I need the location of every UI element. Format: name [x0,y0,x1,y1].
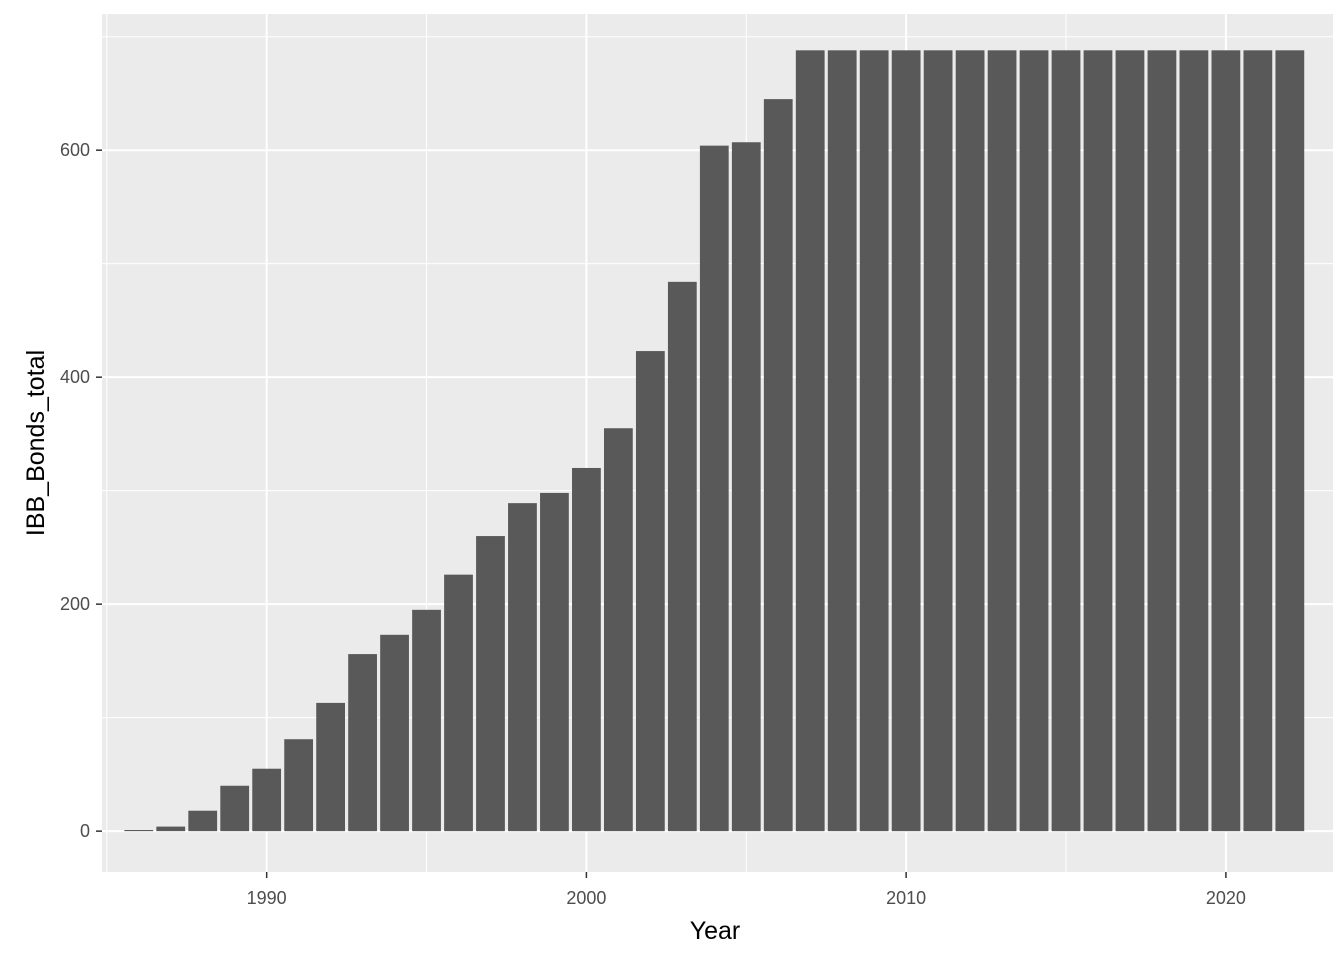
bar-1994 [380,634,409,832]
bar-2001 [603,428,633,832]
x-axis-title: Year [690,917,741,945]
bar-1998 [508,503,537,832]
bar-2005 [731,142,761,832]
bar-2000 [572,467,601,832]
bar-2017 [1115,50,1145,832]
bar-2016 [1083,50,1113,832]
x-tick-label: 2010 [886,888,926,908]
y-axis-title: IBB_Bonds_total [22,350,50,536]
x-tick-label: 2000 [566,888,606,908]
x-axis: 1990 2000 2010 2020 [247,872,1246,908]
bar-2003 [667,281,697,832]
bar-2019 [1179,50,1209,832]
bar-2012 [955,50,985,832]
bar-2022 [1275,50,1305,832]
bar-1989 [220,785,250,832]
bar-2009 [859,50,889,832]
x-tick-label: 1990 [247,888,287,908]
y-tick-label: 0 [80,821,90,841]
bar-1999 [540,492,569,832]
bar-1991 [284,739,314,832]
bar-2021 [1243,50,1273,832]
bar-1986 [124,830,154,832]
bar-2011 [923,50,953,832]
bar-1993 [348,654,377,832]
bar-2008 [827,50,857,832]
y-tick-label: 400 [60,367,90,387]
bar-2007 [795,50,825,832]
bar-2010 [891,50,921,832]
x-tick-label: 2020 [1206,888,1246,908]
bar-1995 [412,609,441,832]
y-tick-label: 600 [60,140,90,160]
bar-1987 [156,826,186,832]
bar-2002 [635,351,665,832]
bar-2015 [1051,50,1081,832]
bar-1997 [476,536,505,832]
bar-2014 [1019,50,1049,832]
bar-1996 [444,574,473,832]
bar-1992 [316,702,346,832]
y-axis: 0 200 400 600 [60,140,102,841]
bar-2020 [1211,50,1241,832]
bar-2006 [763,99,793,832]
bar-series [124,50,1305,832]
y-tick-label: 200 [60,594,90,614]
bar-2004 [699,145,729,832]
bar-2018 [1147,50,1177,832]
bar-1988 [188,810,218,832]
bar-1990 [252,768,282,832]
bar-2013 [987,50,1017,832]
